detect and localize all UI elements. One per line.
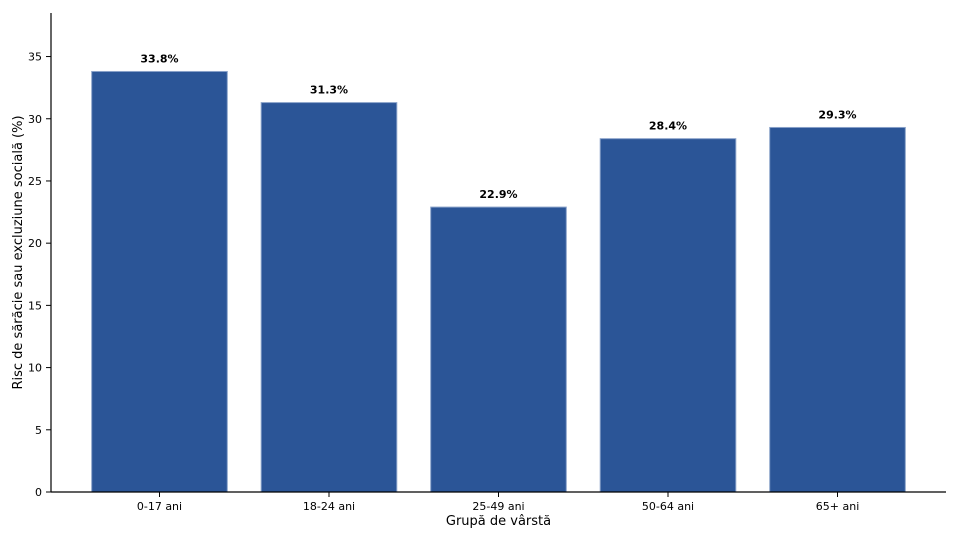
bar-value-label: 28.4% [649, 120, 687, 133]
y-tick-label: 35 [28, 51, 42, 64]
bar [599, 138, 737, 493]
bar-value-label: 31.3% [310, 84, 348, 97]
bars [91, 70, 906, 493]
bar [430, 206, 567, 493]
y-tick-label: 15 [28, 299, 42, 312]
y-axis-title: Risc de sărăcie sau excluziune socială (… [11, 115, 26, 389]
y-tick-label: 25 [28, 175, 42, 188]
y-tick-label: 20 [28, 237, 42, 250]
bar-value-label: 29.3% [818, 108, 856, 121]
y-tick-label: 0 [35, 486, 42, 499]
x-tick-label: 25-49 ani [472, 500, 524, 513]
bar-value-label: 33.8% [140, 52, 178, 65]
bar [769, 126, 906, 493]
y-tick-label: 30 [28, 113, 42, 126]
bar [260, 102, 398, 493]
x-tick-label: 0-17 ani [137, 500, 182, 513]
bar [91, 70, 228, 493]
y-axis-ticks: 0 5 10 15 20 25 30 35 [28, 51, 51, 499]
y-tick-label: 10 [28, 362, 42, 375]
data-labels: 33.8% 31.3% 22.9% 28.4% 29.3% [140, 52, 856, 201]
x-tick-label: 50-64 ani [642, 500, 694, 513]
x-tick-label: 65+ ani [816, 500, 859, 513]
bar-value-label: 22.9% [479, 188, 517, 201]
x-axis-ticks: 0-17 ani 18-24 ani 25-49 ani 50-64 ani 65+ a… [137, 492, 859, 513]
y-tick-label: 5 [35, 424, 42, 437]
x-tick-label: 18-24 ani [303, 500, 355, 513]
x-axis-title: Grupă de vârstă [446, 514, 551, 529]
